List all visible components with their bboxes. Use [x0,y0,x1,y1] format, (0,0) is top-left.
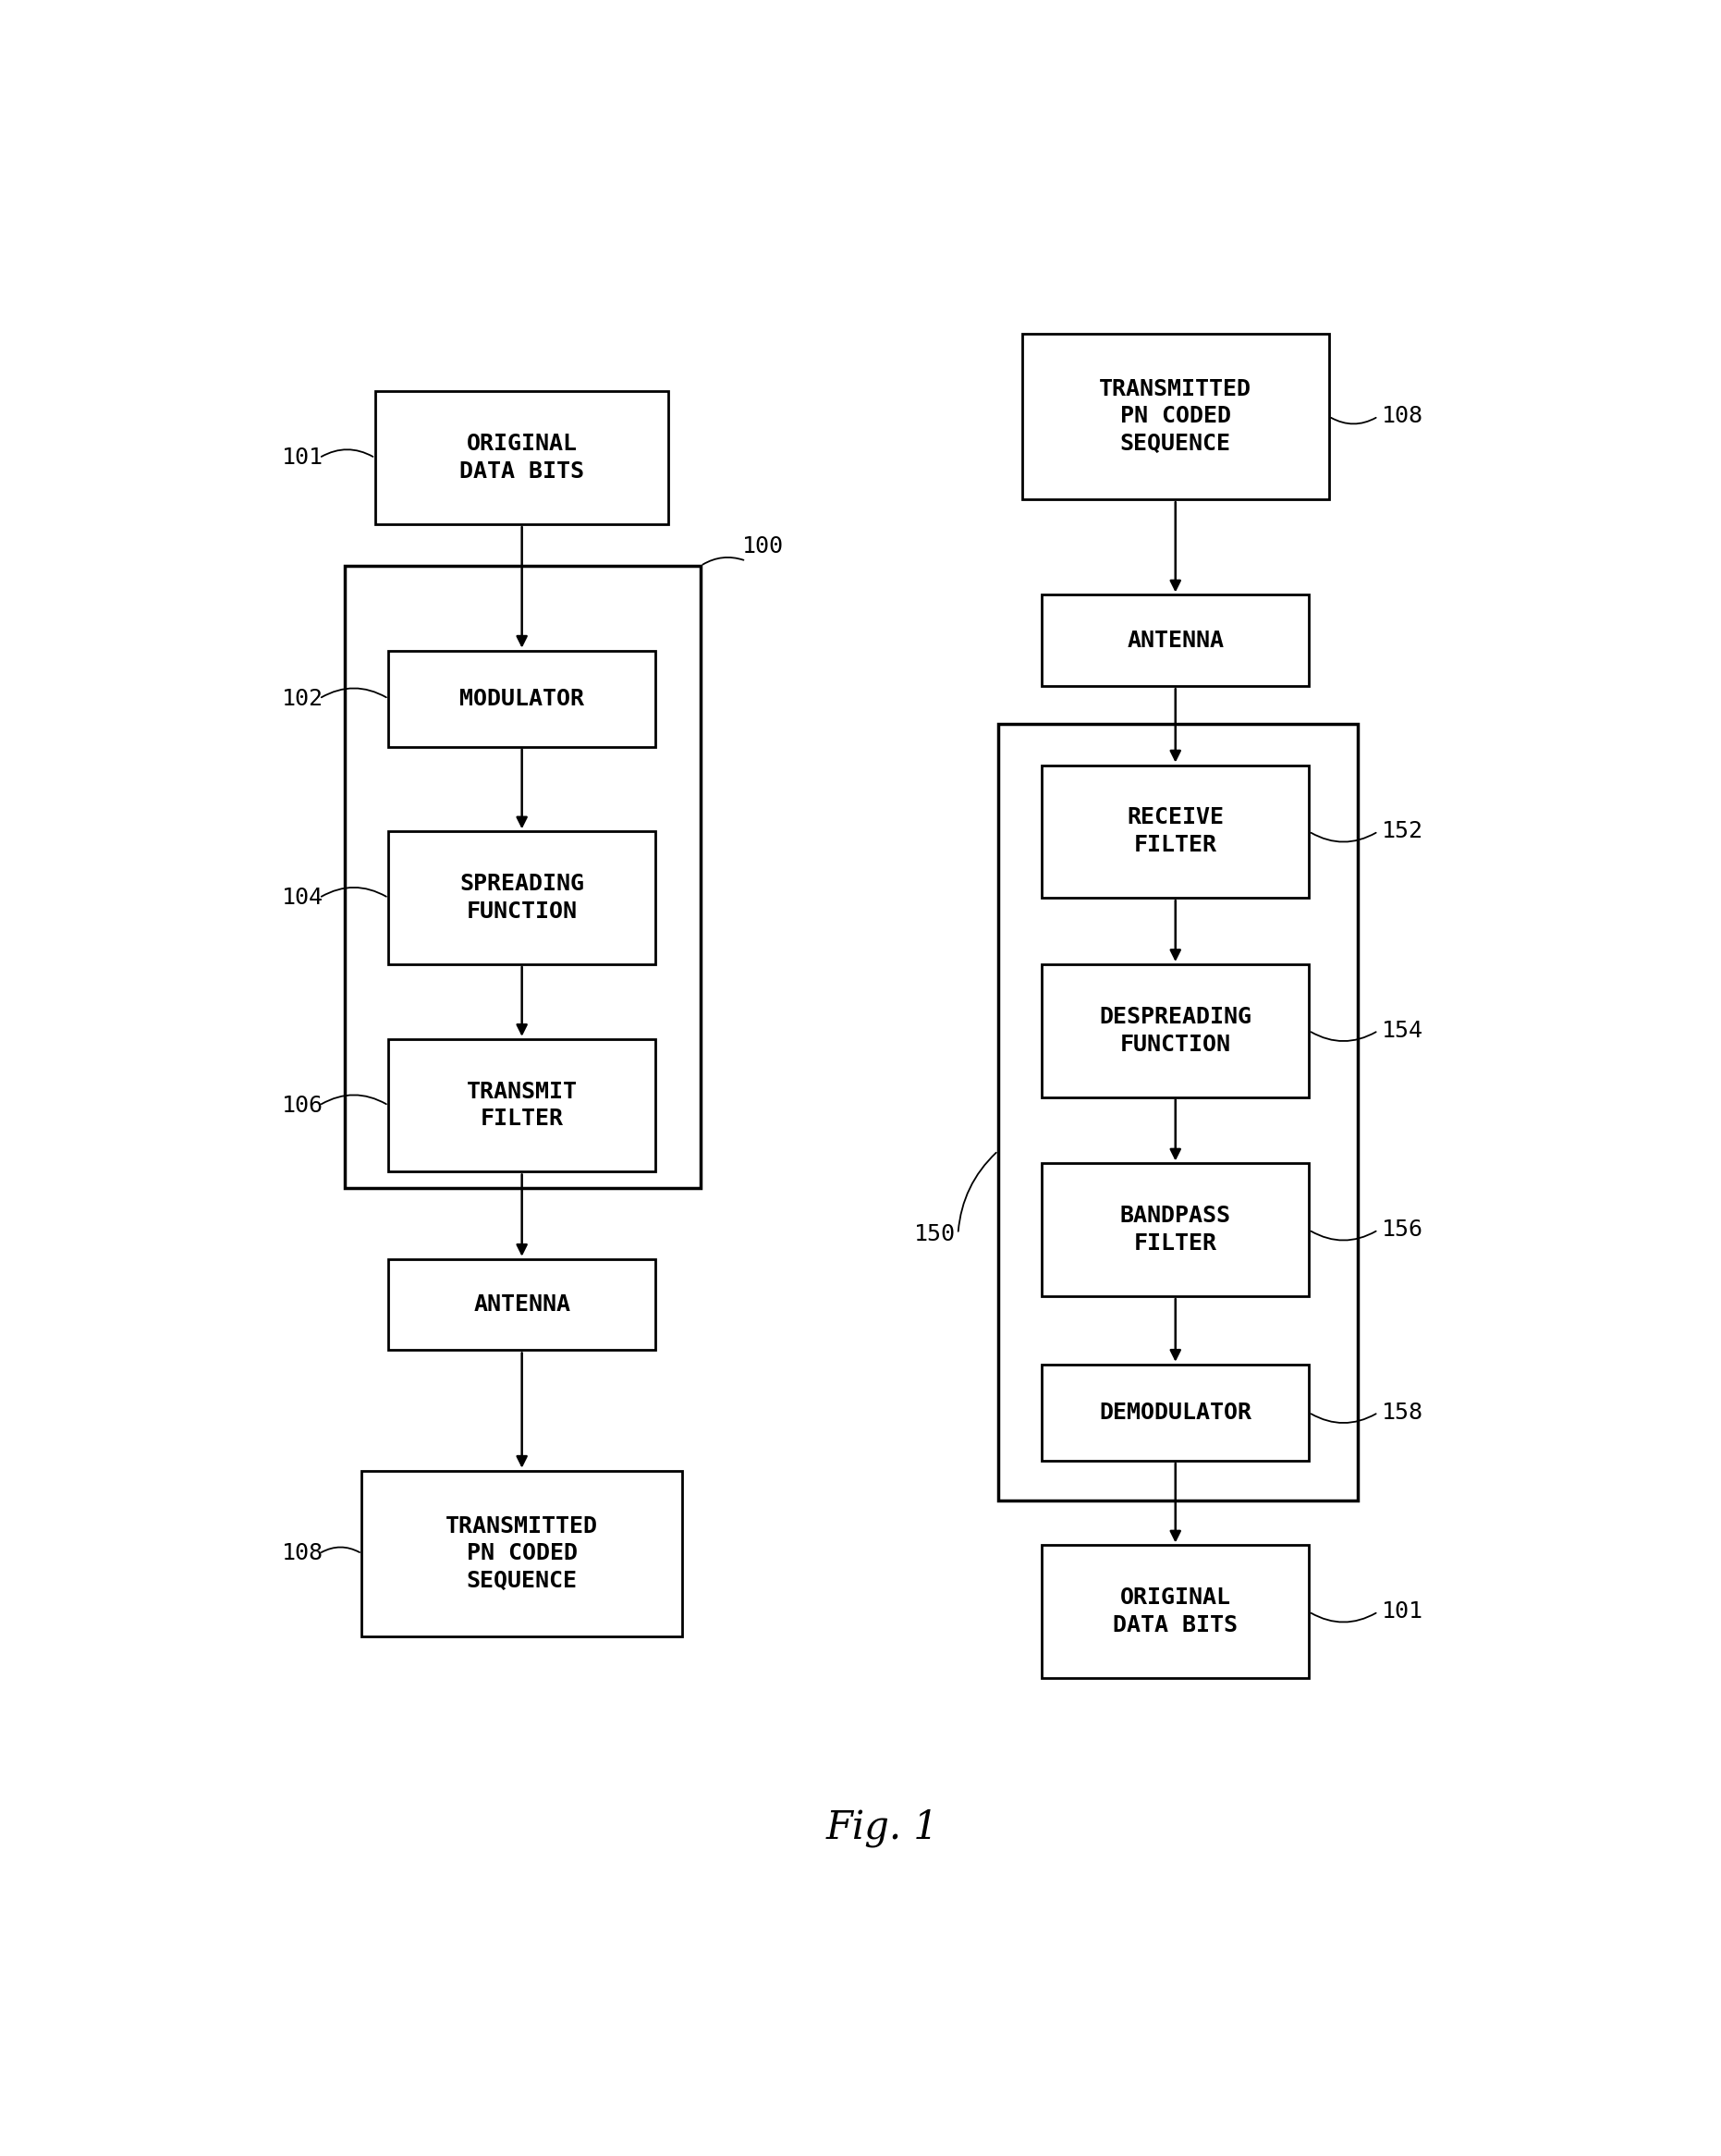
Text: DEMODULATOR: DEMODULATOR [1100,1401,1251,1423]
Text: TRANSMITTED
PN CODED
SEQUENCE: TRANSMITTED PN CODED SEQUENCE [446,1516,599,1591]
Text: 152: 152 [1382,821,1423,843]
Text: 106: 106 [282,1095,324,1117]
Text: 101: 101 [1382,1600,1423,1623]
Bar [389,832,656,964]
FancyArrowPatch shape [322,888,386,897]
FancyArrowPatch shape [702,558,743,565]
FancyArrowPatch shape [322,451,373,457]
Text: BANDPASS
FILTER: BANDPASS FILTER [1120,1205,1231,1255]
Text: 108: 108 [282,1542,324,1565]
Text: DESPREADING
FUNCTION: DESPREADING FUNCTION [1100,1007,1251,1056]
Text: 100: 100 [742,535,783,558]
FancyArrowPatch shape [1311,832,1377,841]
Bar [998,724,1358,1501]
FancyArrowPatch shape [1311,1231,1377,1240]
Text: SPREADING
FUNCTION: SPREADING FUNCTION [460,873,585,923]
Text: ANTENNA: ANTENNA [1127,630,1224,651]
FancyArrowPatch shape [322,1095,386,1104]
Text: 154: 154 [1382,1020,1423,1041]
Text: ORIGINAL
DATA BITS: ORIGINAL DATA BITS [460,433,585,483]
Text: RECEIVE
FILTER: RECEIVE FILTER [1127,806,1224,856]
Text: 102: 102 [282,688,324,709]
FancyArrowPatch shape [1330,418,1377,425]
Text: TRANSMIT
FILTER: TRANSMIT FILTER [466,1080,577,1130]
Text: ORIGINAL
DATA BITS: ORIGINAL DATA BITS [1113,1587,1237,1636]
Text: ANTENNA: ANTENNA [473,1294,570,1315]
Text: 101: 101 [282,446,324,470]
Text: MODULATOR: MODULATOR [460,688,585,709]
Bar [1041,765,1308,897]
Bar [389,1039,656,1173]
Text: Fig. 1: Fig. 1 [826,1809,938,1848]
Text: TRANSMITTED
PN CODED
SEQUENCE: TRANSMITTED PN CODED SEQUENCE [1100,377,1251,455]
Bar [1041,964,1308,1097]
Bar [344,565,700,1188]
Bar [389,1259,656,1350]
Bar [1022,334,1329,500]
Text: 104: 104 [282,886,324,910]
FancyArrowPatch shape [959,1153,996,1231]
Text: 150: 150 [914,1222,955,1244]
Text: 156: 156 [1382,1218,1423,1242]
Bar [361,1470,682,1636]
Bar [1041,1365,1308,1460]
FancyArrowPatch shape [322,688,386,696]
Bar [1041,1546,1308,1677]
Bar [1041,1164,1308,1296]
Bar [389,651,656,746]
Bar [375,392,668,524]
FancyArrowPatch shape [1311,1414,1377,1423]
FancyArrowPatch shape [1311,1613,1377,1621]
FancyArrowPatch shape [322,1548,360,1552]
Text: 158: 158 [1382,1401,1423,1423]
Bar [1041,595,1308,686]
FancyArrowPatch shape [1311,1033,1377,1041]
Text: 108: 108 [1382,405,1423,427]
